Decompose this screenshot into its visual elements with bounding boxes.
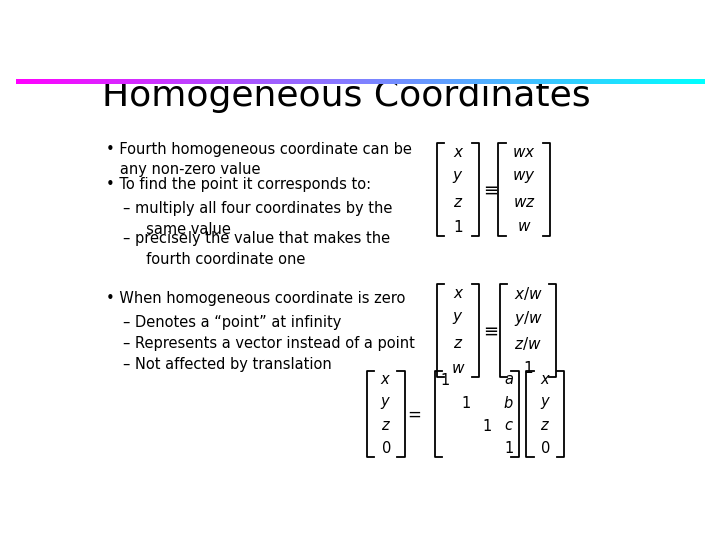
Text: $c$: $c$	[503, 418, 513, 433]
Text: $wz$: $wz$	[513, 194, 536, 210]
Text: $x$: $x$	[540, 372, 551, 387]
Text: $wy$: $wy$	[513, 169, 536, 185]
Text: $0$: $0$	[381, 441, 391, 456]
Text: $y$: $y$	[452, 310, 464, 327]
Text: $x$: $x$	[452, 145, 464, 160]
Text: – Represents a vector instead of a point: – Represents a vector instead of a point	[124, 336, 415, 351]
Text: $1$: $1$	[461, 395, 471, 410]
Text: – multiply all four coordinates by the
     same value: – multiply all four coordinates by the s…	[124, 201, 393, 237]
Text: $1$: $1$	[440, 372, 450, 388]
Text: $z$: $z$	[453, 194, 464, 210]
Text: $z/w$: $z/w$	[514, 335, 542, 352]
Text: $1$: $1$	[503, 441, 513, 456]
Text: $z$: $z$	[453, 336, 464, 351]
Text: $y/w$: $y/w$	[513, 309, 543, 328]
Text: $1$: $1$	[453, 219, 464, 235]
Text: $x/w$: $x/w$	[513, 285, 543, 302]
Text: Homogeneous Coordinates: Homogeneous Coordinates	[102, 79, 591, 113]
Text: $=$: $=$	[404, 405, 421, 423]
Text: $\equiv$: $\equiv$	[480, 180, 498, 199]
Text: $1$: $1$	[482, 417, 492, 434]
Text: $y$: $y$	[380, 395, 392, 410]
Text: $1$: $1$	[523, 360, 533, 376]
Text: – Not affected by translation: – Not affected by translation	[124, 357, 332, 372]
Text: $b$: $b$	[503, 395, 514, 410]
Text: $\equiv$: $\equiv$	[480, 322, 498, 340]
Text: $y$: $y$	[540, 395, 551, 410]
Text: • When homogeneous coordinate is zero: • When homogeneous coordinate is zero	[106, 292, 405, 306]
Text: $x$: $x$	[380, 372, 391, 387]
Text: • To find the point it corresponds to:: • To find the point it corresponds to:	[106, 177, 371, 192]
Text: $wx$: $wx$	[513, 145, 536, 160]
Text: $x$: $x$	[452, 286, 464, 301]
Text: $a$: $a$	[503, 372, 513, 387]
Text: $z$: $z$	[381, 418, 391, 433]
Text: – Denotes a “point” at infinity: – Denotes a “point” at infinity	[124, 315, 342, 330]
Text: $y$: $y$	[452, 169, 464, 185]
Text: • Fourth homogeneous coordinate can be
   any non-zero value: • Fourth homogeneous coordinate can be a…	[106, 141, 412, 177]
Text: $z$: $z$	[540, 418, 550, 433]
Text: – precisely the value that makes the
     fourth coordinate one: – precisely the value that makes the fou…	[124, 231, 391, 267]
Text: $0$: $0$	[540, 441, 551, 456]
Text: $w$: $w$	[517, 219, 531, 234]
Text: $w$: $w$	[451, 361, 466, 376]
